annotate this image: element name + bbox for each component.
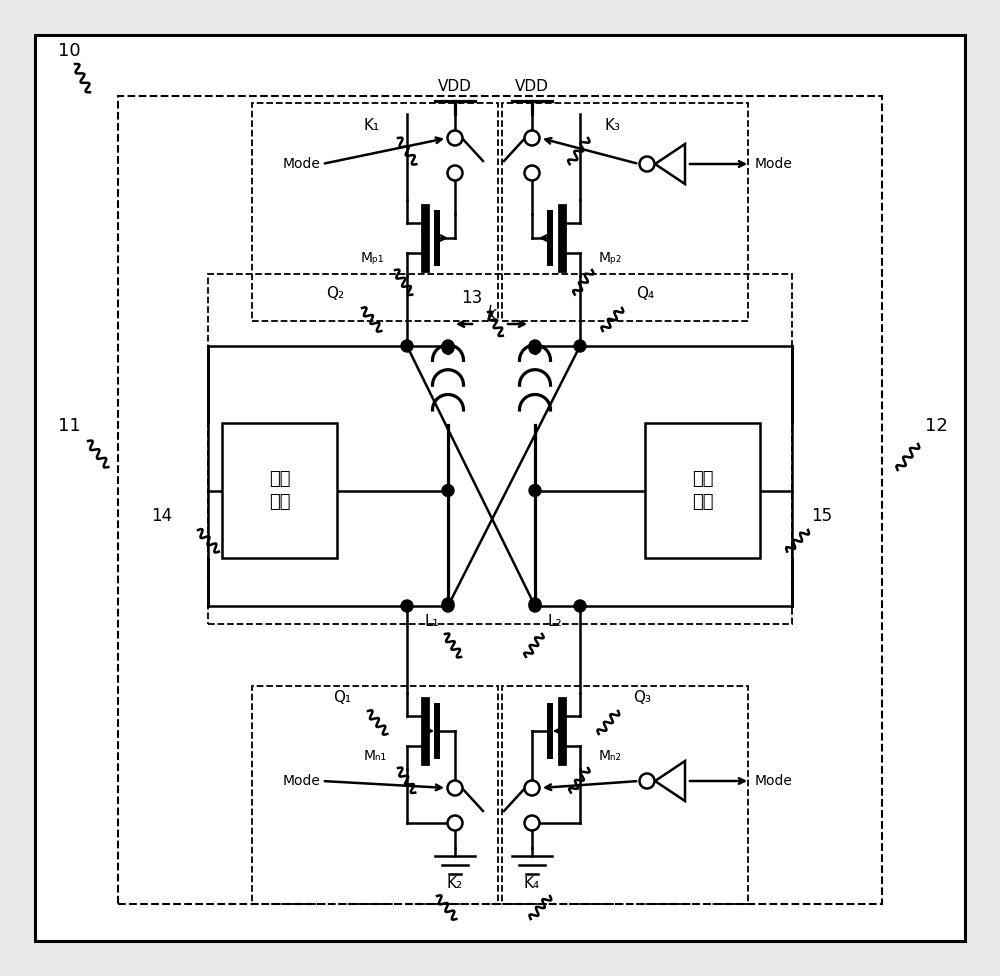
Text: Mode: Mode	[282, 157, 320, 171]
Circle shape	[640, 774, 654, 789]
Text: Q₃: Q₃	[633, 690, 651, 706]
Text: Q₂: Q₂	[326, 287, 344, 302]
Bar	[502, 686, 748, 904]
Circle shape	[529, 598, 541, 610]
Circle shape	[574, 340, 586, 352]
Bar	[222, 423, 337, 558]
Circle shape	[524, 131, 540, 145]
Text: K₄: K₄	[524, 875, 540, 890]
Circle shape	[529, 600, 541, 612]
Text: 电容
单元: 电容 单元	[692, 470, 713, 510]
Circle shape	[401, 340, 413, 352]
Text: 15: 15	[811, 507, 833, 525]
Circle shape	[448, 816, 462, 831]
Bar	[645, 423, 760, 558]
Bar	[252, 686, 498, 904]
Bar	[502, 103, 748, 321]
Text: 13: 13	[461, 289, 483, 307]
Text: Mₚ₁: Mₚ₁	[360, 251, 384, 265]
Text: L₂: L₂	[548, 614, 562, 629]
Text: 10: 10	[58, 42, 81, 60]
Circle shape	[529, 340, 541, 352]
Text: VDD: VDD	[515, 78, 549, 94]
Text: Q₄: Q₄	[636, 287, 654, 302]
Text: Mₙ₂: Mₙ₂	[598, 749, 622, 763]
Text: k: k	[487, 305, 496, 323]
Circle shape	[524, 816, 540, 831]
Text: K₁: K₁	[364, 118, 380, 134]
Circle shape	[442, 340, 454, 352]
Bar	[208, 274, 792, 624]
Text: Mode: Mode	[755, 774, 793, 788]
Bar	[118, 96, 882, 904]
Circle shape	[524, 781, 540, 795]
Text: 电容
单元: 电容 单元	[269, 470, 290, 510]
Text: Mₚ₂: Mₚ₂	[598, 251, 622, 265]
Circle shape	[442, 600, 454, 612]
Text: K₃: K₃	[604, 118, 620, 134]
Circle shape	[574, 600, 586, 612]
Circle shape	[640, 156, 654, 172]
Circle shape	[442, 484, 454, 497]
Circle shape	[401, 600, 413, 612]
Text: 12: 12	[925, 417, 948, 435]
Circle shape	[448, 781, 462, 795]
Text: 14: 14	[151, 507, 173, 525]
Text: K₂: K₂	[447, 875, 463, 890]
Circle shape	[448, 166, 462, 181]
Text: Mode: Mode	[755, 157, 793, 171]
Circle shape	[524, 166, 540, 181]
Circle shape	[529, 484, 541, 497]
Text: Mode: Mode	[282, 774, 320, 788]
Circle shape	[448, 131, 462, 145]
Text: VDD: VDD	[438, 78, 472, 94]
Text: Mₙ₁: Mₙ₁	[363, 749, 387, 763]
Text: Q₁: Q₁	[333, 690, 351, 706]
Circle shape	[442, 342, 454, 354]
Circle shape	[529, 342, 541, 354]
Text: 11: 11	[58, 417, 81, 435]
Bar	[252, 103, 498, 321]
Text: L₁: L₁	[425, 614, 439, 629]
Circle shape	[442, 598, 454, 610]
